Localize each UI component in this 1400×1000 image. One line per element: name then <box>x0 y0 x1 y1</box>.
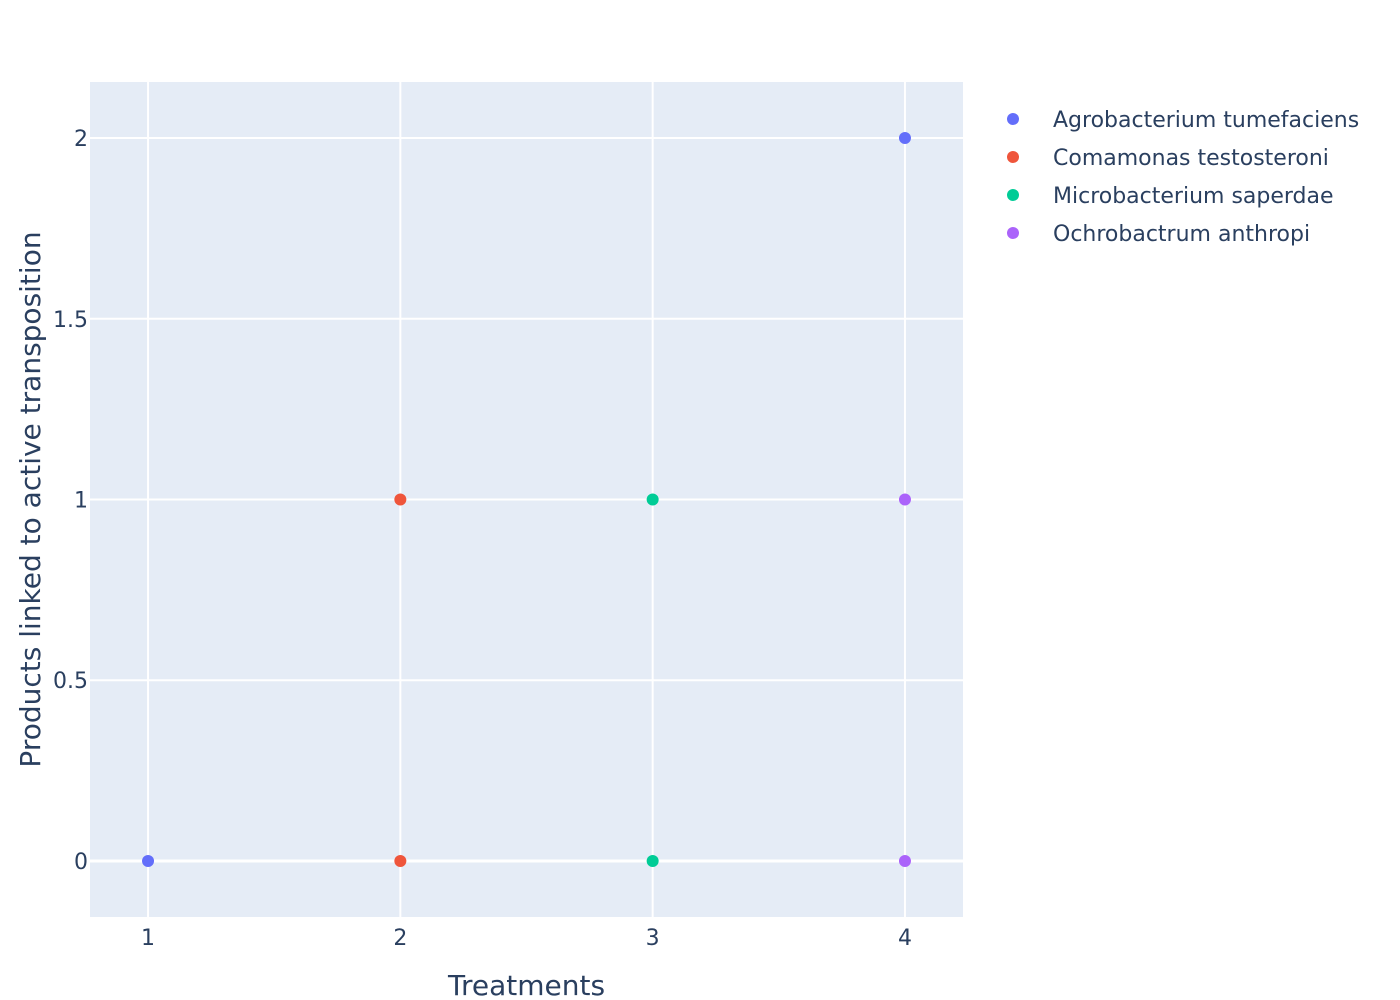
data-points <box>142 132 911 867</box>
legend-marker <box>1007 151 1019 163</box>
data-point <box>898 854 911 867</box>
data-point <box>394 493 407 506</box>
y-tick-label: 0.5 <box>53 669 88 694</box>
x-tick-label: 1 <box>141 926 155 951</box>
legend-marker <box>1007 113 1019 125</box>
y-tick-label: 2 <box>74 127 88 152</box>
x-tick-label: 4 <box>898 926 912 951</box>
x-axis-ticks: 1 2 3 4 <box>141 926 912 951</box>
y-axis-ticks: 0 0.5 1 1.5 2 <box>53 127 88 875</box>
y-tick-label: 1.5 <box>53 308 88 333</box>
legend-item[interactable]: Agrobacterium tumefaciens <box>1007 108 1359 133</box>
data-point <box>394 854 407 867</box>
legend-marker <box>1007 189 1019 201</box>
legend-item[interactable]: Microbacterium saperdae <box>1007 184 1334 209</box>
x-tick-label: 2 <box>393 926 407 951</box>
x-tick-label: 3 <box>646 926 660 951</box>
data-point <box>898 493 911 506</box>
legend-item[interactable]: Comamonas testosteroni <box>1007 146 1329 171</box>
y-axis-title: Products linked to active transposition <box>14 231 47 767</box>
legend-item[interactable]: Ochrobactrum anthropi <box>1007 222 1310 247</box>
data-point <box>898 132 911 145</box>
y-tick-label: 0 <box>74 850 88 875</box>
legend-label: Ochrobactrum anthropi <box>1053 222 1310 247</box>
legend-marker <box>1007 227 1019 239</box>
legend-label: Agrobacterium tumefaciens <box>1053 108 1359 133</box>
data-point <box>646 493 659 506</box>
data-point <box>142 854 155 867</box>
x-axis-title: Treatments <box>447 969 605 1000</box>
data-point <box>646 854 659 867</box>
y-tick-label: 1 <box>74 489 88 514</box>
legend-label: Comamonas testosteroni <box>1053 146 1329 171</box>
legend: Agrobacterium tumefaciens Comamonas testo… <box>1007 108 1359 247</box>
legend-label: Microbacterium saperdae <box>1053 184 1334 209</box>
